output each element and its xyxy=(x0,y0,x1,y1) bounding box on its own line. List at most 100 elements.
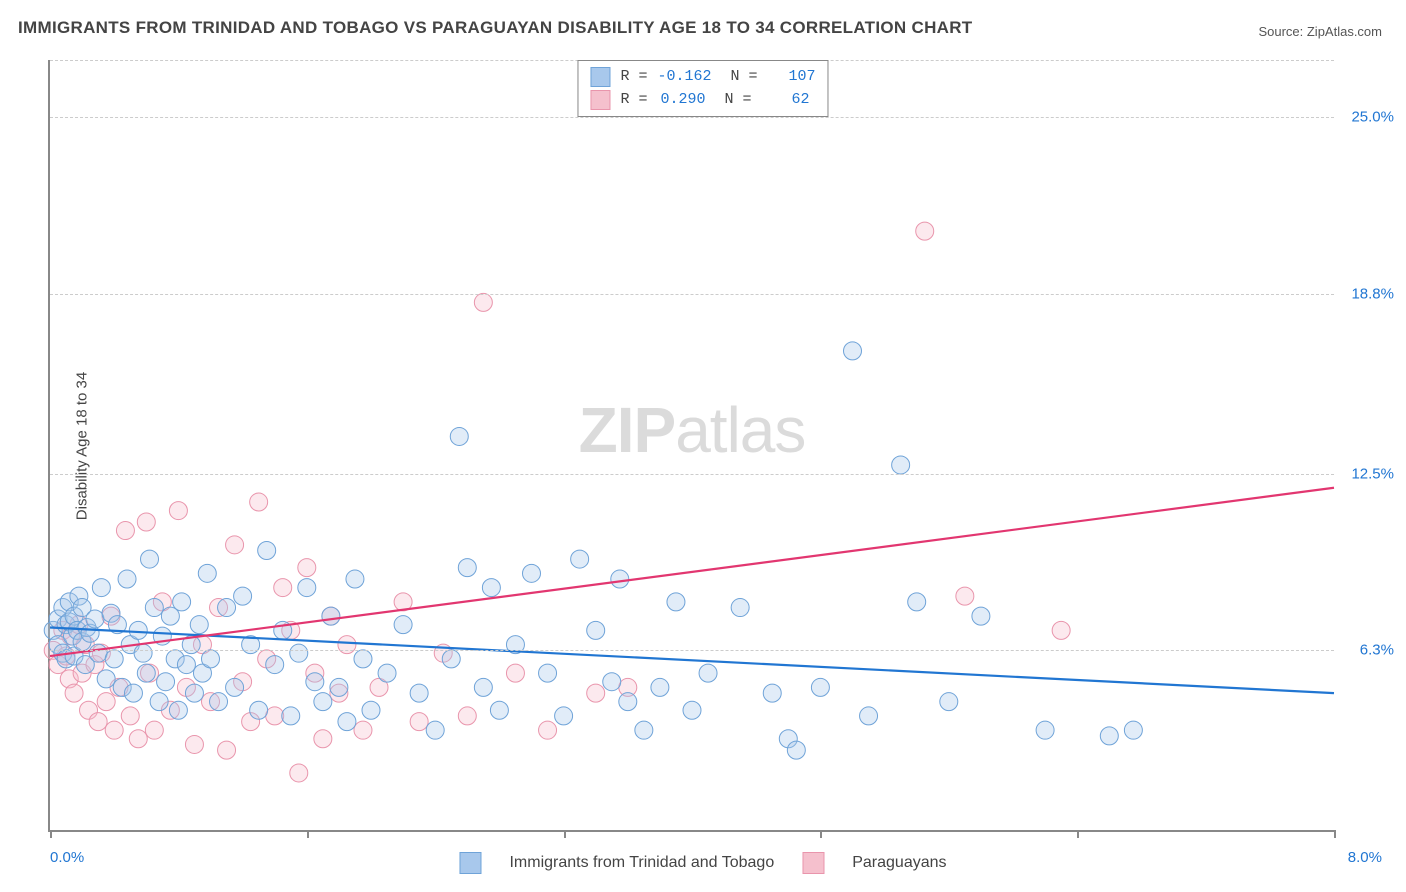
n-label: N = xyxy=(715,89,751,112)
scatter-point xyxy=(426,721,444,739)
scatter-point xyxy=(330,678,348,696)
scatter-point xyxy=(141,550,159,568)
scatter-point xyxy=(539,721,557,739)
r-value-1: -0.162 xyxy=(657,66,711,89)
scatter-point xyxy=(202,650,220,668)
scatter-point xyxy=(844,342,862,360)
scatter-point xyxy=(105,650,123,668)
scatter-point xyxy=(157,673,175,691)
swatch-series-1 xyxy=(590,67,610,87)
scatter-point xyxy=(378,664,396,682)
scatter-point xyxy=(134,644,152,662)
scatter-point xyxy=(787,741,805,759)
chart-container: IMMIGRANTS FROM TRINIDAD AND TOBAGO VS P… xyxy=(0,0,1406,892)
scatter-point xyxy=(266,707,284,725)
scatter-point xyxy=(314,693,332,711)
scatter-point xyxy=(490,701,508,719)
scatter-point xyxy=(587,621,605,639)
scatter-point xyxy=(603,673,621,691)
scatter-point xyxy=(226,678,244,696)
scatter-point xyxy=(282,707,300,725)
scatter-point xyxy=(210,693,228,711)
scatter-point xyxy=(258,542,276,560)
n-value-2: 62 xyxy=(762,89,810,112)
scatter-point xyxy=(150,693,168,711)
scatter-point xyxy=(667,593,685,611)
scatter-point xyxy=(290,764,308,782)
scatter-point xyxy=(137,664,155,682)
scatter-point xyxy=(218,599,236,617)
scatter-point xyxy=(234,587,252,605)
scatter-point xyxy=(169,502,187,520)
scatter-point xyxy=(354,721,372,739)
scatter-point xyxy=(651,678,669,696)
scatter-point xyxy=(105,721,123,739)
scatter-point xyxy=(587,684,605,702)
x-tick xyxy=(820,830,822,838)
scatter-point xyxy=(86,610,104,628)
scatter-point xyxy=(699,664,717,682)
x-tick xyxy=(1334,830,1336,838)
y-tick-label: 25.0% xyxy=(1338,109,1394,126)
scatter-point xyxy=(298,559,316,577)
scatter-point xyxy=(346,570,364,588)
scatter-point xyxy=(116,522,134,540)
scatter-point xyxy=(118,570,136,588)
scatter-point xyxy=(226,536,244,554)
series-1-label: Immigrants from Trinidad and Tobago xyxy=(509,854,774,872)
scatter-point xyxy=(410,713,428,731)
scatter-point xyxy=(190,616,208,634)
scatter-point xyxy=(908,593,926,611)
x-tick xyxy=(50,830,52,838)
scatter-point xyxy=(1036,721,1054,739)
scatter-point xyxy=(940,693,958,711)
r-label: R = xyxy=(620,66,647,89)
scatter-point xyxy=(65,684,83,702)
scatter-point xyxy=(916,222,934,240)
y-tick-label: 18.8% xyxy=(1338,285,1394,302)
scatter-point xyxy=(571,550,589,568)
scatter-point xyxy=(177,656,195,674)
scatter-point xyxy=(731,599,749,617)
scatter-point xyxy=(458,707,476,725)
correlation-legend: R = -0.162 N = 107 R = 0.290 N = 62 xyxy=(577,60,828,117)
chart-title: IMMIGRANTS FROM TRINIDAD AND TOBAGO VS P… xyxy=(18,18,973,38)
gridline xyxy=(50,117,1334,118)
scatter-point xyxy=(137,513,155,531)
n-label: N = xyxy=(722,66,758,89)
scatter-point xyxy=(173,593,191,611)
scatter-point xyxy=(611,570,629,588)
x-min-label: 0.0% xyxy=(50,849,84,866)
scatter-point xyxy=(410,684,428,702)
x-max-label: 8.0% xyxy=(1348,849,1382,866)
scatter-point xyxy=(89,713,107,731)
scatter-point xyxy=(523,564,541,582)
scatter-point xyxy=(619,693,637,711)
scatter-point xyxy=(89,644,107,662)
scatter-point xyxy=(1124,721,1142,739)
scatter-point xyxy=(145,721,163,739)
scatter-point xyxy=(482,579,500,597)
scatter-point xyxy=(539,664,557,682)
scatter-point xyxy=(338,713,356,731)
scatter-point xyxy=(892,456,910,474)
r-label: R = xyxy=(620,89,647,112)
scatter-point xyxy=(555,707,573,725)
gridline xyxy=(50,474,1334,475)
source-link[interactable]: ZipAtlas.com xyxy=(1307,24,1382,39)
scatter-point xyxy=(956,587,974,605)
swatch-bottom-1 xyxy=(459,852,481,874)
x-tick xyxy=(307,830,309,838)
scatter-point xyxy=(474,293,492,311)
scatter-point xyxy=(185,684,203,702)
scatter-point xyxy=(683,701,701,719)
scatter-point xyxy=(198,564,216,582)
y-tick-label: 12.5% xyxy=(1338,465,1394,482)
source-prefix: Source: xyxy=(1258,24,1306,39)
legend-row-series-2: R = 0.290 N = 62 xyxy=(590,89,815,112)
scatter-point xyxy=(185,735,203,753)
series-legend: Immigrants from Trinidad and Tobago Para… xyxy=(459,852,946,874)
scatter-point xyxy=(169,701,187,719)
scatter-point xyxy=(506,664,524,682)
plot-area: ZIPatlas 6.3%12.5%18.8%25.0%0.0%8.0% xyxy=(48,60,1334,832)
